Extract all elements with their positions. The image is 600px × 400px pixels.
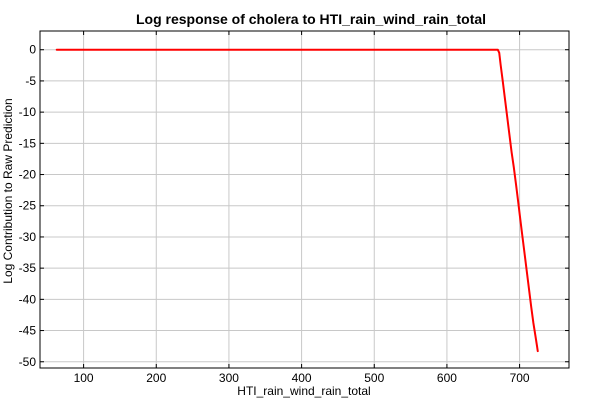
y-tick-label: -5 [25,74,36,88]
x-tick-label: 500 [364,371,384,385]
plot-frame [39,30,570,369]
y-tick-label: -20 [19,168,37,182]
x-tick-label: 400 [292,371,312,385]
y-axis-label: Log Contribution to Raw Prediction [1,98,15,283]
y-tick-label: -25 [19,199,37,213]
x-tick-label: 200 [146,371,166,385]
y-tick-label: 0 [29,43,36,57]
y-tick-label: -50 [19,355,37,369]
chart-title: Log response of cholera to HTI_rain_wind… [136,11,486,27]
series-layer [55,48,539,353]
y-tick-label: -45 [19,324,37,338]
x-tick-label: 300 [219,371,239,385]
grid [40,31,569,368]
y-tick-label: -40 [19,292,37,306]
x-axis-label: HTI_rain_wind_rain_total [237,384,370,398]
y-tick-label: -30 [19,230,37,244]
y-tick-label: -35 [19,261,37,275]
y-tick-label: -15 [19,136,37,150]
x-tick-label: 700 [510,371,530,385]
series-line [55,48,539,353]
x-tick-label: 100 [74,371,94,385]
x-tick-label: 600 [437,371,457,385]
y-tick-label: -10 [19,105,37,119]
ticks: 100 200 300 400 500 600 700 0 -5 -10 -15 -20 -25 -30 -… [19,31,569,385]
